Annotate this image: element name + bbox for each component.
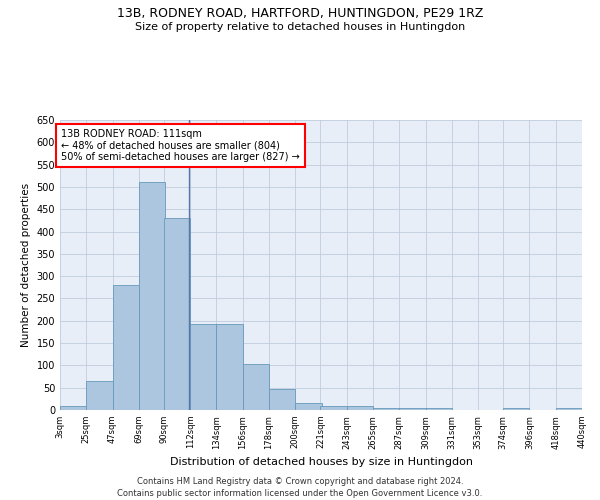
Bar <box>373 408 399 410</box>
Bar <box>556 408 582 410</box>
Bar <box>113 285 139 410</box>
Text: Contains HM Land Registry data © Crown copyright and database right 2024.: Contains HM Land Registry data © Crown c… <box>137 478 463 486</box>
Bar <box>86 381 113 410</box>
Bar <box>503 408 529 410</box>
Bar <box>60 406 86 410</box>
Bar <box>164 218 190 410</box>
Bar <box>269 390 295 410</box>
Text: Size of property relative to detached houses in Huntingdon: Size of property relative to detached ho… <box>135 22 465 32</box>
X-axis label: Distribution of detached houses by size in Huntingdon: Distribution of detached houses by size … <box>170 457 473 467</box>
Text: 13B, RODNEY ROAD, HARTFORD, HUNTINGDON, PE29 1RZ: 13B, RODNEY ROAD, HARTFORD, HUNTINGDON, … <box>117 8 483 20</box>
Bar <box>190 324 217 410</box>
Bar <box>425 408 452 410</box>
Text: Contains public sector information licensed under the Open Government Licence v3: Contains public sector information licen… <box>118 489 482 498</box>
Bar <box>399 408 425 410</box>
Bar <box>217 324 243 410</box>
Bar <box>347 406 373 410</box>
Bar <box>320 406 347 410</box>
Bar <box>243 364 269 410</box>
Bar <box>139 182 165 410</box>
Y-axis label: Number of detached properties: Number of detached properties <box>21 183 31 347</box>
Bar <box>295 404 322 410</box>
Text: 13B RODNEY ROAD: 111sqm
← 48% of detached houses are smaller (804)
50% of semi-d: 13B RODNEY ROAD: 111sqm ← 48% of detache… <box>61 129 300 162</box>
